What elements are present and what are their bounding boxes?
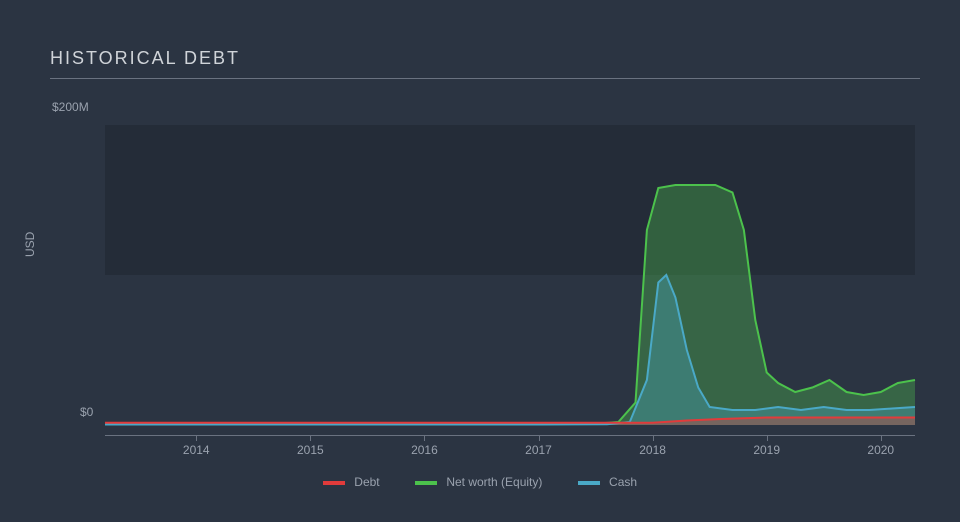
legend-item-debt: Debt [323,475,380,489]
x-tick-mark [310,435,311,441]
legend-label: Net worth (Equity) [446,475,542,489]
x-tick-mark [653,435,654,441]
x-tick-label: 2016 [411,443,438,457]
legend-swatch [415,481,437,485]
x-tick-label: 2015 [297,443,324,457]
x-tick-label: 2019 [753,443,780,457]
legend: Debt Net worth (Equity) Cash [0,475,960,489]
x-axis-baseline [105,435,915,436]
x-tick-label: 2018 [639,443,666,457]
x-tick-label: 2020 [867,443,894,457]
legend-label: Cash [609,475,637,489]
legend-swatch [323,481,345,485]
chart-plot [0,0,960,522]
x-tick-mark [424,435,425,441]
legend-item-cash: Cash [578,475,637,489]
x-tick-mark [539,435,540,441]
x-tick-mark [767,435,768,441]
legend-swatch [578,481,600,485]
legend-item-equity: Net worth (Equity) [415,475,542,489]
x-tick-mark [881,435,882,441]
x-tick-label: 2017 [525,443,552,457]
x-tick-label: 2014 [183,443,210,457]
legend-label: Debt [354,475,379,489]
x-tick-mark [196,435,197,441]
